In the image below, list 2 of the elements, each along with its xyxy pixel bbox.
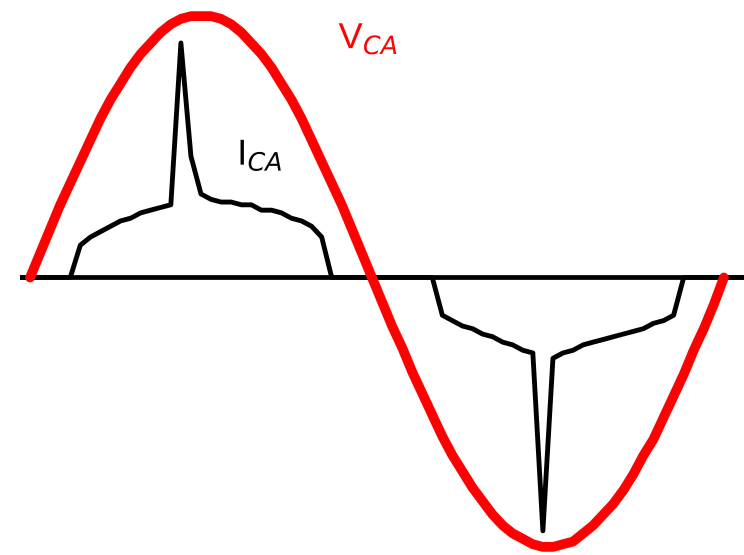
- series-label: V$_{CA}$: [338, 23, 396, 54]
- series-label: I$_{CA}$: [240, 140, 281, 171]
